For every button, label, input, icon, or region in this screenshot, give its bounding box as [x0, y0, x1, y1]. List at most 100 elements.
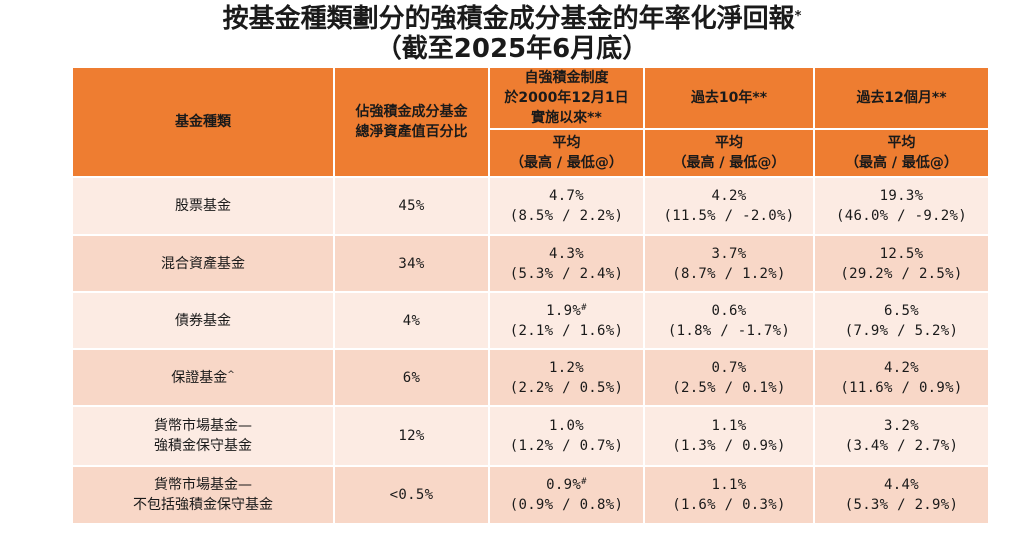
header-share-line2: 總淨資產值百分比	[355, 124, 468, 140]
page-title-text: 按基金種類劃分的強積金成分基金的年率化淨回報	[222, 4, 795, 34]
fund-type-name: 債券基金	[175, 312, 231, 329]
header-fund-type: 基金種類	[71, 66, 335, 178]
since-footnote-mark: #	[581, 477, 587, 487]
since-average-value: 4.7%	[549, 188, 584, 204]
past-12-months-range: (7.9% / 5.2%)	[844, 322, 959, 339]
fund-type-line1: 股票基金	[73, 196, 333, 216]
past-10-years-average: 0.6%	[711, 302, 747, 319]
since-inception-cell: 1.9%# (2.1% / 1.6%)	[488, 291, 645, 350]
since-range: (2.1% / 1.6%)	[509, 322, 624, 339]
share-cell: 6%	[333, 348, 490, 407]
past-10-years-range: (1.8% / -1.7%)	[667, 322, 791, 339]
fund-type-cell: 保證基金^	[71, 348, 335, 407]
since-range: (8.5% / 2.2%)	[509, 208, 624, 224]
past-10-years-cell: 1.1% (1.6% / 0.3%)	[643, 465, 815, 525]
past-10-years-range: (1.3% / 0.9%)	[672, 438, 786, 454]
past-10-years-cell: 4.2% (11.5% / -2.0%)	[643, 176, 815, 236]
past-12-months-average: 3.2%	[884, 418, 919, 434]
since-average: 4.3%	[490, 244, 643, 264]
fund-type-line1: 保證基金^	[73, 368, 333, 388]
subheader-12m: 平均 （最高 / 最低@）	[813, 128, 990, 178]
since-footnote-mark: #	[581, 302, 587, 313]
subheader-hilo: （最高 / 最低@）	[845, 155, 958, 171]
header-share: 佔強積金成分基金 總淨資產值百分比	[333, 66, 490, 178]
fund-type-line2: 不包括強積金保守基金	[133, 497, 273, 513]
past-12-months-range: (5.3% / 2.9%)	[844, 497, 959, 513]
header-since-line1: 自強積金制度	[524, 70, 609, 86]
fund-type-name: 股票基金	[175, 198, 231, 214]
past-12-months-cell: 6.5% (7.9% / 5.2%)	[813, 291, 990, 350]
since-average: 0.9%#	[490, 475, 643, 495]
since-average-value: 1.2%	[549, 359, 584, 376]
subheader-avg: 平均	[887, 135, 916, 151]
table-row: 保證基金^ 6% 1.2% (2.2% / 0.5%) 0.7% (2.5% / 0.1%…	[71, 348, 990, 407]
fund-type-cell: 混合資產基金	[71, 234, 335, 293]
fund-type-line2: 強積金保守基金	[154, 438, 252, 454]
since-inception-cell: 4.7% (8.5% / 2.2%)	[488, 176, 645, 236]
table-row: 貨幣市場基金— 不包括強積金保守基金 <0.5% 0.9%# (0.9% / 0.8%)…	[71, 465, 990, 525]
past-10-years-range: (2.5% / 0.1%)	[672, 379, 786, 396]
fund-type-cell: 債券基金	[71, 291, 335, 350]
past-10-years-average: 1.1%	[711, 418, 747, 434]
past-10-years-range: (8.7% / 1.2%)	[672, 265, 786, 282]
subheader-avg: 平均	[715, 135, 743, 151]
share-cell: <0.5%	[333, 465, 490, 525]
since-average: 1.0%	[490, 416, 643, 436]
table-row: 貨幣市場基金— 強積金保守基金 12% 1.0% (1.2% / 0.7%) 1.1% (1…	[71, 405, 990, 467]
since-inception-cell: 1.2% (2.2% / 0.5%)	[488, 348, 645, 407]
since-average-value: 1.9%	[546, 302, 582, 319]
header-since-inception: 自強積金制度 於2000年12月1日 實施以來**	[488, 66, 645, 130]
returns-table: 基金種類 佔強積金成分基金 總淨資產值百分比 自強積金制度 於2000年12月1…	[71, 66, 990, 525]
since-inception-cell: 4.3% (5.3% / 2.4%)	[488, 234, 645, 293]
since-average: 4.7%	[490, 186, 643, 206]
fund-type-footnote-mark: ^	[227, 369, 235, 380]
page-title: 按基金種類劃分的強積金成分基金的年率化淨回報*	[0, 4, 1024, 34]
past-10-years-average: 3.7%	[711, 245, 747, 262]
past-10-years-range: (11.5% / -2.0%)	[663, 208, 795, 224]
share-cell: 34%	[333, 234, 490, 293]
past-12-months-cell: 12.5% (29.2% / 2.5%)	[813, 234, 990, 293]
past-10-years-cell: 1.1% (1.3% / 0.9%)	[643, 405, 815, 467]
past-10-years-average: 0.7%	[711, 359, 747, 376]
since-range: (2.2% / 0.5%)	[509, 379, 624, 396]
share-cell: 12%	[333, 405, 490, 467]
header-past-12-months: 過去12個月**	[813, 66, 990, 130]
past-12-months-cell: 4.4% (5.3% / 2.9%)	[813, 465, 990, 525]
since-average: 1.2%	[490, 358, 643, 378]
subheader-hilo: （最高 / 最低@）	[510, 155, 623, 171]
table-body: 股票基金 45% 4.7% (8.5% / 2.2%) 4.2% (11.5% / -2.…	[71, 176, 990, 525]
since-range: (0.9% / 0.8%)	[509, 497, 624, 513]
past-12-months-range: (46.0% / -9.2%)	[836, 208, 967, 224]
past-12-months-average: 12.5%	[879, 245, 924, 262]
past-10-years-range: (1.6% / 0.3%)	[672, 497, 786, 513]
past-10-years-average: 1.1%	[711, 477, 747, 493]
fund-type-name: 貨幣市場基金—	[154, 418, 252, 434]
since-average-value: 0.9%	[546, 477, 582, 493]
header-share-line1: 佔強積金成分基金	[355, 104, 468, 120]
past-12-months-average: 4.2%	[884, 359, 919, 376]
since-average: 1.9%#	[490, 301, 643, 321]
header-since-line3: 實施以來**	[531, 110, 602, 126]
past-10-years-cell: 3.7% (8.7% / 1.2%)	[643, 234, 815, 293]
past-12-months-cell: 3.2% (3.4% / 2.7%)	[813, 405, 990, 467]
subheader-avg: 平均	[552, 135, 581, 151]
fund-type-line1: 債券基金	[73, 311, 333, 331]
since-range: (5.3% / 2.4%)	[509, 265, 624, 282]
fund-type-name: 貨幣市場基金—	[154, 477, 252, 493]
header-since-line2: 於2000年12月1日	[504, 90, 629, 106]
fund-type-line1: 混合資產基金	[73, 254, 333, 274]
past-12-months-range: (3.4% / 2.7%)	[844, 438, 959, 454]
fund-type-cell: 貨幣市場基金— 強積金保守基金	[71, 405, 335, 467]
share-cell: 4%	[333, 291, 490, 350]
fund-type-line1: 貨幣市場基金—	[73, 416, 333, 436]
past-12-months-average: 4.4%	[884, 477, 919, 493]
past-12-months-average: 6.5%	[884, 302, 919, 319]
past-12-months-range: (11.6% / 0.9%)	[840, 379, 963, 396]
since-average-value: 4.3%	[549, 245, 584, 262]
share-cell: 45%	[333, 176, 490, 236]
fund-type-cell: 股票基金	[71, 176, 335, 236]
fund-type-name: 保證基金	[171, 369, 228, 386]
subheader-since: 平均 （最高 / 最低@）	[488, 128, 645, 178]
title-footnote-mark: *	[794, 9, 802, 24]
past-12-months-cell: 19.3% (46.0% / -9.2%)	[813, 176, 990, 236]
